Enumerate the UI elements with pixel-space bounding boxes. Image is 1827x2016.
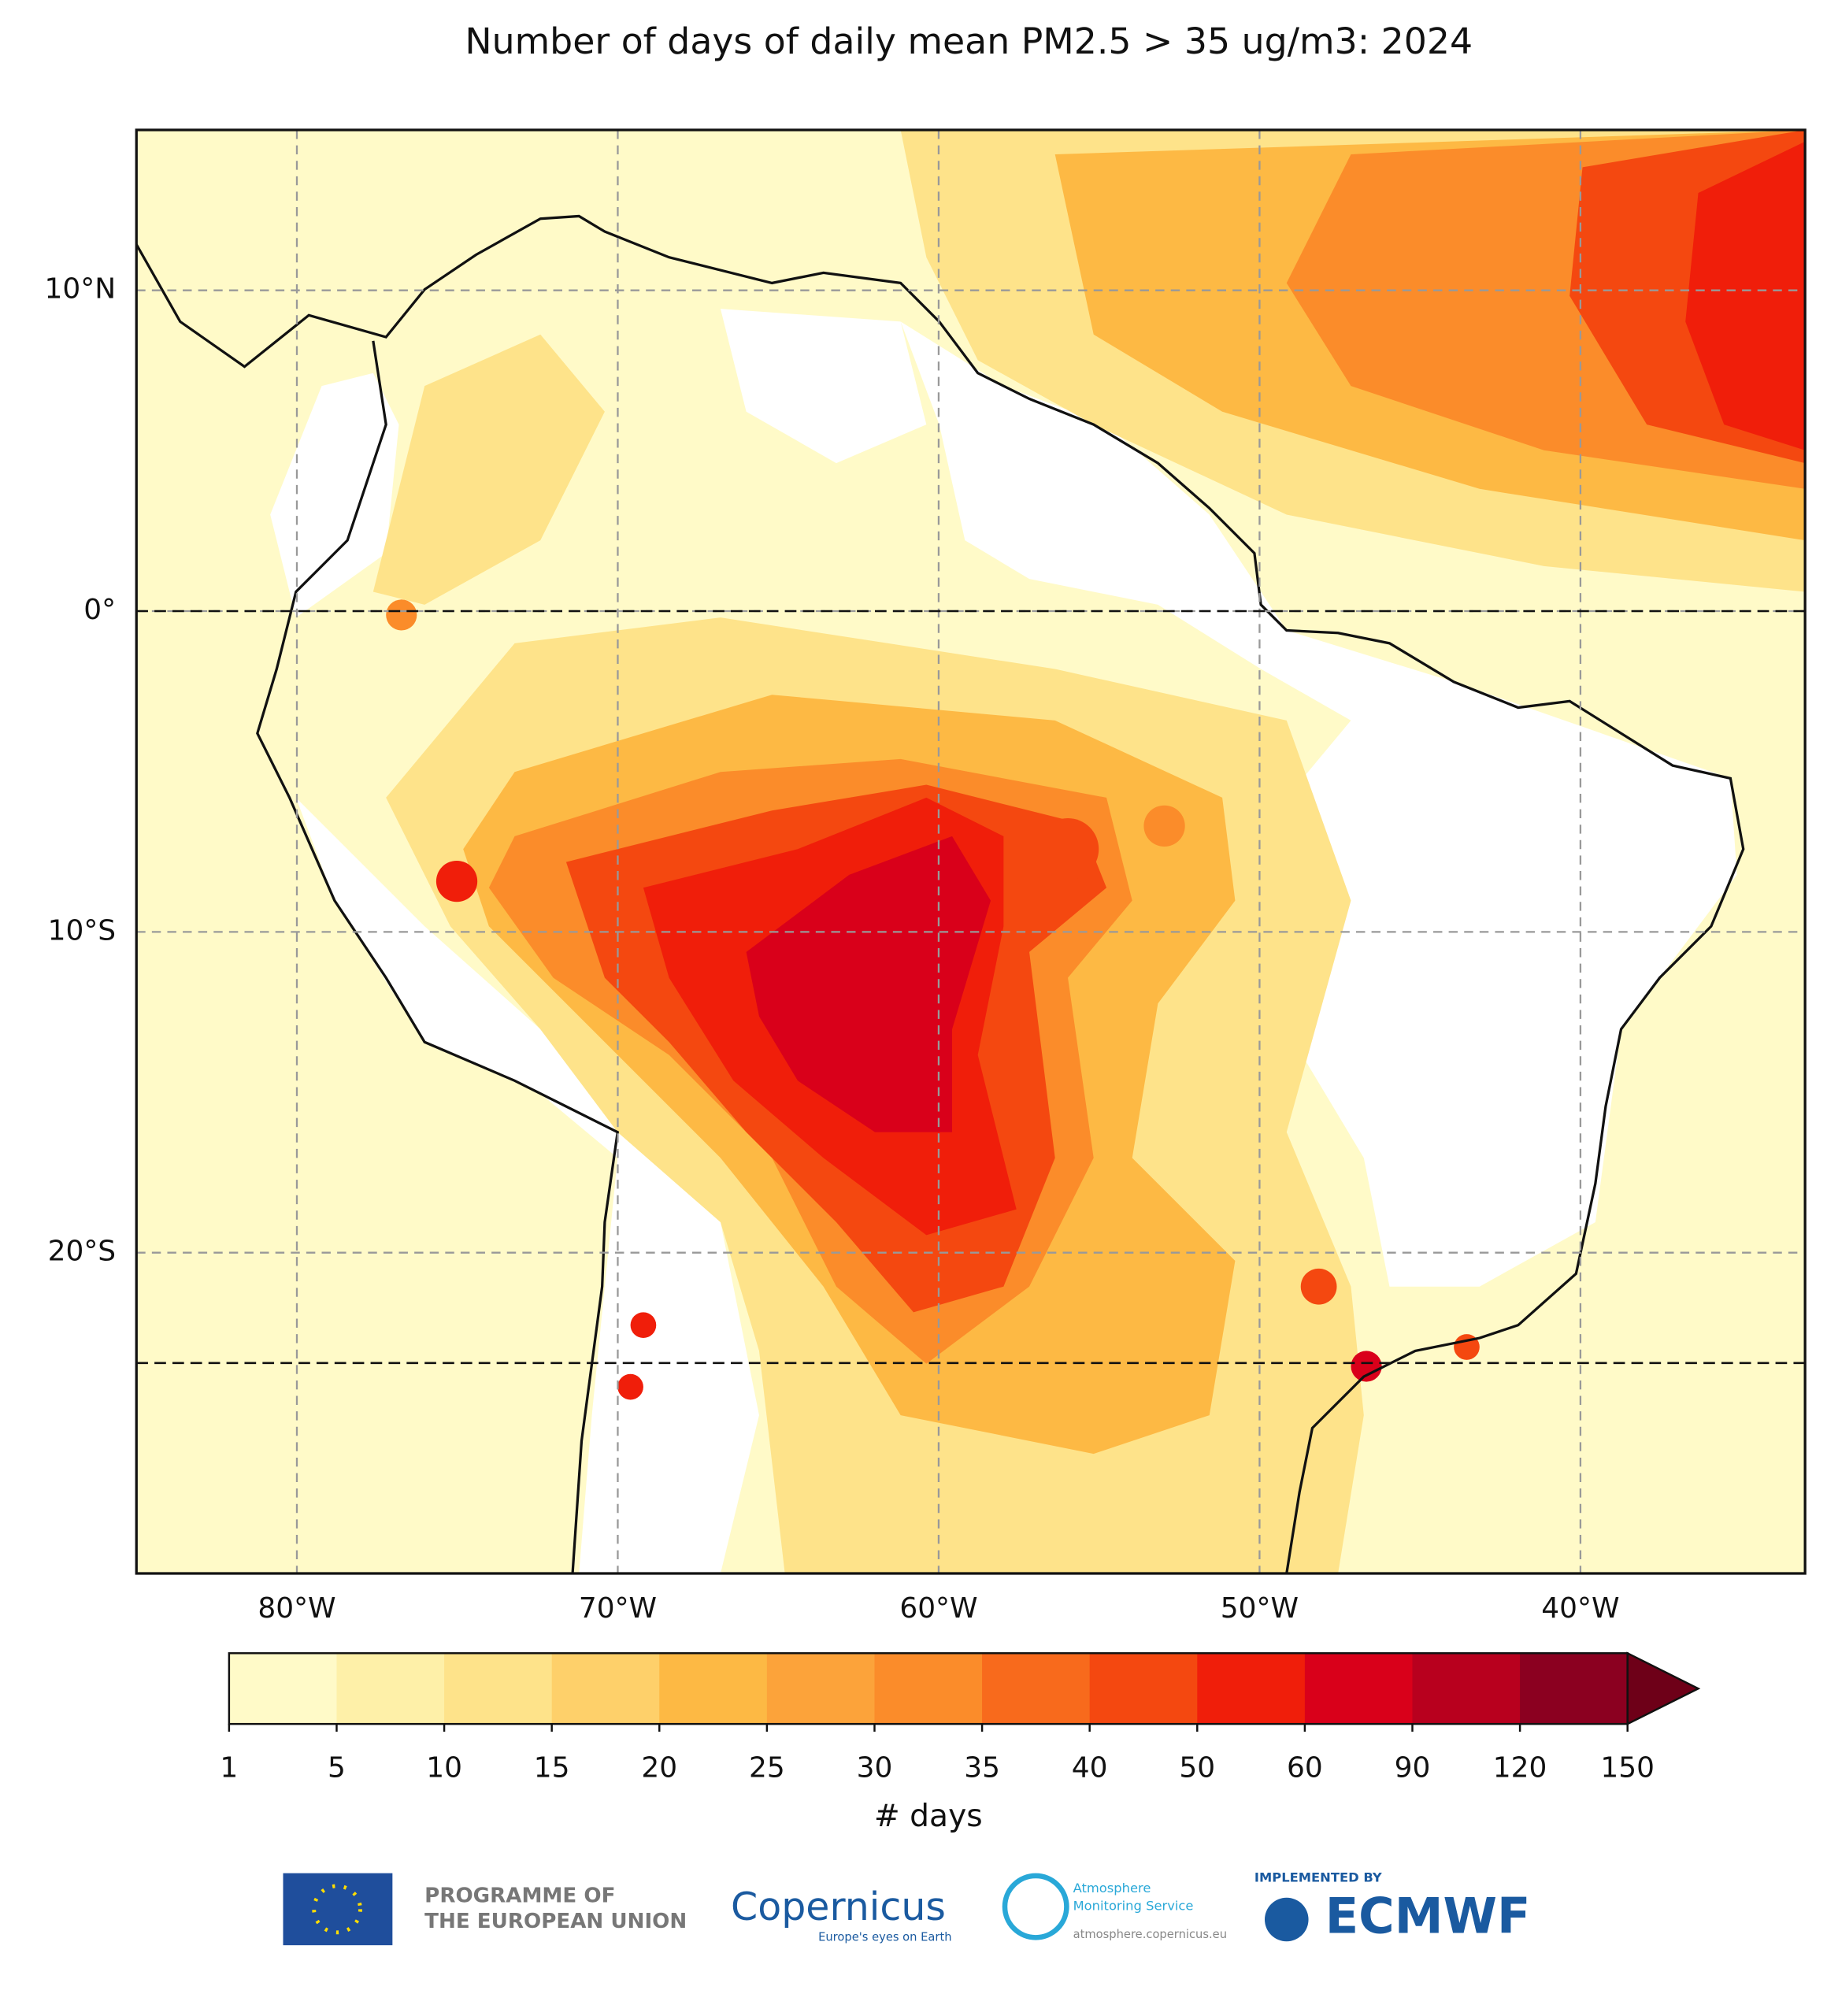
colorbar-tick-label: 15 bbox=[534, 1751, 570, 1784]
map-shading bbox=[136, 130, 1806, 1574]
colorbar-tick-label: 35 bbox=[964, 1751, 1000, 1784]
cams-icon bbox=[1002, 1873, 1069, 1940]
eu-text: PROGRAMME OF bbox=[424, 1884, 615, 1908]
title: Number of days of daily mean PM2.5 > 35 … bbox=[465, 20, 1473, 62]
x-tick-label: 40°W bbox=[1541, 1592, 1619, 1625]
eu-flag bbox=[283, 1873, 393, 1946]
coastline bbox=[136, 214, 1745, 1574]
colorbar-bin bbox=[1520, 1653, 1629, 1725]
colorbar-label: # days bbox=[874, 1799, 983, 1834]
colorbar-tick-label: 5 bbox=[328, 1751, 346, 1784]
colorbar-bin bbox=[874, 1653, 983, 1725]
colorbar-extend bbox=[1626, 1651, 1701, 1726]
colorbar-tick-label: 30 bbox=[857, 1751, 893, 1784]
colorbar-bin bbox=[444, 1653, 553, 1725]
y-tick-label: 10°N bbox=[45, 273, 117, 306]
ecmwf-icon bbox=[1264, 1897, 1309, 1942]
colorbar-tick-label: 40 bbox=[1072, 1751, 1108, 1784]
y-tick-label: 0° bbox=[83, 594, 116, 626]
colorbar-bin bbox=[1197, 1653, 1306, 1725]
y-tick-label: 20°S bbox=[48, 1236, 117, 1268]
colorbar-bin bbox=[1304, 1653, 1414, 1725]
colorbar-bin bbox=[336, 1653, 445, 1725]
colorbar-bin bbox=[228, 1653, 338, 1725]
footer: PROGRAMME OF THE EUROPEAN UNION Copernic… bbox=[283, 1870, 1531, 1946]
colorbar-frame bbox=[228, 1652, 1629, 1725]
colorbar-bin bbox=[766, 1653, 876, 1725]
colorbar-bin bbox=[551, 1653, 661, 1725]
cams-url: atmosphere.copernicus.eu bbox=[1073, 1928, 1227, 1941]
colorbar-tick-label: 10 bbox=[426, 1751, 462, 1784]
x-tick-label: 80°W bbox=[258, 1592, 335, 1625]
colorbar-bin bbox=[659, 1653, 768, 1725]
y-tick-label: 10°S bbox=[48, 914, 117, 947]
copernicus-tagline: Europe's eyes on Earth bbox=[818, 1930, 951, 1944]
colorbar-tick-label: 150 bbox=[1600, 1751, 1655, 1784]
colorbar-tick-label: 25 bbox=[749, 1751, 785, 1784]
copernicus-logo: Copernicus bbox=[731, 1884, 946, 1929]
colorbar-tick-label: 20 bbox=[641, 1751, 677, 1784]
colorbar-bin bbox=[982, 1653, 1091, 1725]
eu-text: THE EUROPEAN UNION bbox=[424, 1910, 687, 1933]
cams-text: Monitoring Service bbox=[1073, 1899, 1194, 1914]
colorbar-tick-label: 60 bbox=[1287, 1751, 1323, 1784]
x-tick-label: 50°W bbox=[1221, 1592, 1299, 1625]
colorbar-bin bbox=[1412, 1653, 1521, 1725]
colorbar-tick-label: 50 bbox=[1179, 1751, 1215, 1784]
ecmwf-logo: ECMWF bbox=[1325, 1888, 1531, 1945]
colorbar-tick-label: 90 bbox=[1395, 1751, 1431, 1784]
colorbar-bin bbox=[1089, 1653, 1199, 1725]
cams-text: Atmosphere bbox=[1073, 1881, 1151, 1896]
colorbar-tick-label: 120 bbox=[1493, 1751, 1547, 1784]
x-tick-label: 60°W bbox=[899, 1592, 977, 1625]
colorbar-tick-label: 1 bbox=[220, 1751, 238, 1784]
implemented-by: IMPLEMENTED BY bbox=[1254, 1870, 1382, 1885]
map-frame bbox=[135, 128, 1807, 1575]
eu-stars bbox=[312, 1884, 362, 1935]
x-tick-label: 70°W bbox=[579, 1592, 657, 1625]
